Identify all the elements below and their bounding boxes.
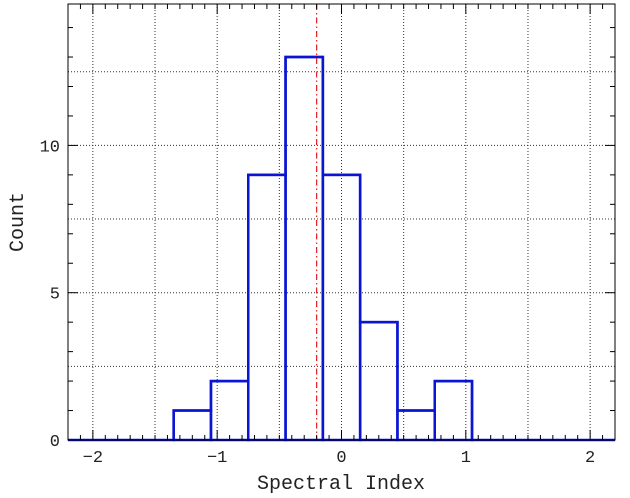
histogram-bar-6	[358, 320, 399, 442]
x-tick-label: −2	[83, 449, 103, 468]
histogram-bar-4	[284, 55, 325, 442]
x-tick-label: −1	[207, 449, 227, 468]
plot-frame	[67, 3, 616, 441]
grid-lines	[68, 4, 615, 440]
y-axis-label: Count	[7, 192, 30, 252]
x-tick-label: 1	[461, 449, 471, 468]
y-tick-label: 0	[50, 433, 60, 452]
y-tick-label: 5	[50, 286, 60, 305]
histogram-bar-8	[433, 379, 474, 442]
histogram-bar-2	[209, 379, 250, 442]
x-tick-label: 2	[585, 449, 595, 468]
x-tick-label: 0	[336, 449, 346, 468]
tick-labels: −2 −1 0 1 2 0 5 10	[40, 138, 596, 468]
axis-ticks	[67, 4, 616, 441]
histogram-bar-3	[247, 173, 287, 442]
y-tick-label: 10	[40, 138, 60, 157]
x-axis-label: Spectral Index	[257, 473, 425, 496]
